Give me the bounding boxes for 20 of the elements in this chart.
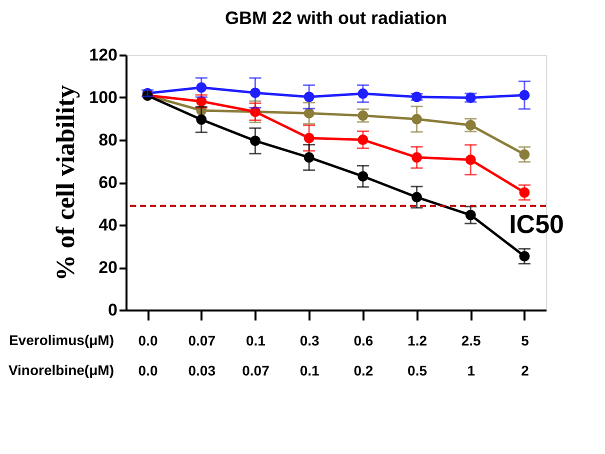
- x-tick-label: 5 2: [521, 332, 530, 378]
- y-tick-label: 100: [89, 88, 118, 107]
- text: Vinorelbine(μM): [8, 362, 114, 378]
- y-axis-title: % of cell viability: [51, 85, 80, 281]
- y-tick-label: 120: [89, 46, 118, 64]
- x-tick-label: 0.07 0.03: [188, 332, 216, 378]
- x-tick-label: 0.3 0.1: [300, 332, 320, 378]
- x-tick-label: 0.0 0.0: [138, 332, 158, 378]
- ref-line-label: IC50: [509, 208, 564, 239]
- x-tick-label: 0.6 0.2: [354, 332, 374, 378]
- chart-title: GBM 22 with out radiation: [224, 8, 448, 28]
- x-tick-label: 1.2 0.5: [408, 332, 428, 378]
- y-tick-label: 40: [98, 216, 118, 234]
- text: Everolimus(μM): [8, 332, 114, 348]
- y-tick-label: 60: [98, 173, 118, 192]
- x-tick-label: 2.5 1: [461, 332, 482, 378]
- x-tick-label: 0.1 0.07: [242, 332, 270, 378]
- y-tick-label: 20: [98, 258, 118, 277]
- y-tick-label: 80: [98, 130, 118, 150]
- y-tick-label: 0: [108, 300, 118, 320]
